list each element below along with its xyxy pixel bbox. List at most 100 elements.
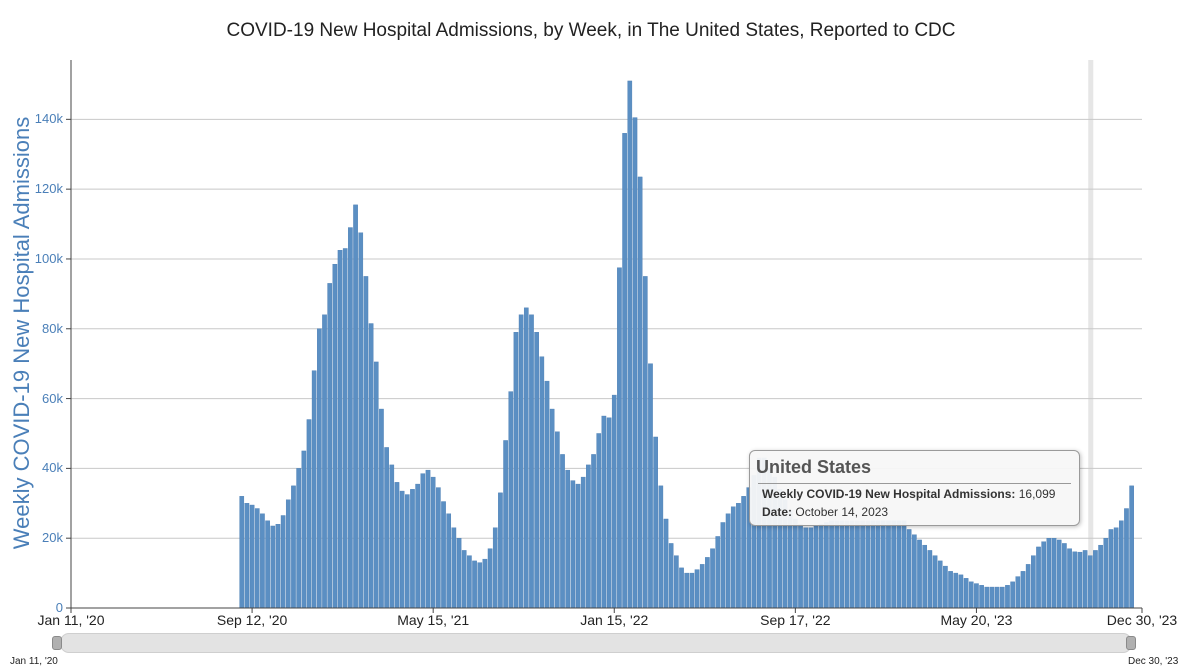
bar[interactable] [834,520,840,609]
bar[interactable] [1113,527,1119,609]
bar[interactable] [492,527,498,609]
bar[interactable] [451,527,457,609]
bar[interactable] [565,469,571,609]
bar[interactable] [958,574,964,609]
bar[interactable] [404,494,410,609]
bar[interactable] [989,586,995,609]
bar[interactable] [617,267,622,609]
bar[interactable] [725,513,731,609]
bar[interactable] [668,543,674,609]
range-slider-track[interactable] [60,633,1132,653]
bar[interactable] [275,524,281,609]
bar[interactable] [793,518,798,609]
bar[interactable] [508,391,514,609]
bar[interactable] [518,314,524,609]
range-slider-start-handle[interactable] [52,636,62,650]
bar[interactable] [399,490,405,609]
bar[interactable] [642,276,648,609]
bar[interactable] [875,520,881,609]
bar[interactable] [363,276,369,609]
bar[interactable] [1005,585,1010,609]
bar[interactable] [1051,537,1057,609]
bar[interactable] [699,564,705,609]
bar[interactable] [239,496,245,609]
bar[interactable] [1020,571,1026,609]
bar[interactable] [317,328,322,609]
bar[interactable] [663,518,669,609]
bar[interactable] [720,522,726,609]
bar[interactable] [327,283,333,609]
bar[interactable] [627,80,633,609]
bar[interactable] [570,480,576,609]
bar[interactable] [1093,550,1098,609]
bar[interactable] [265,520,270,609]
bar[interactable] [601,415,607,609]
bar[interactable] [684,572,690,609]
bar[interactable] [870,520,876,609]
bar[interactable] [461,550,467,609]
bar[interactable] [979,585,984,609]
bar[interactable] [523,307,529,609]
bar[interactable] [285,499,291,609]
bar[interactable] [322,314,327,609]
bar[interactable] [441,501,446,609]
bar[interactable] [912,534,917,609]
bar[interactable] [968,581,974,609]
bar[interactable] [467,555,472,609]
bar[interactable] [430,476,436,609]
bar[interactable] [555,431,560,609]
bar[interactable] [839,520,845,609]
bar[interactable] [482,558,488,609]
bar[interactable] [498,492,503,609]
bar[interactable] [974,583,979,609]
bar[interactable] [580,476,586,609]
bar[interactable] [891,520,896,609]
bar[interactable] [886,520,891,609]
bar[interactable] [844,520,850,609]
bar[interactable] [291,485,296,609]
bar[interactable] [306,419,312,609]
bar[interactable] [736,503,741,609]
bar[interactable] [715,536,721,609]
bar[interactable] [705,557,710,609]
bar[interactable] [1124,508,1129,609]
bar[interactable] [741,496,746,609]
range-slider-end-handle[interactable] [1126,636,1136,650]
bar[interactable] [249,504,255,609]
bar[interactable] [348,227,353,609]
bar[interactable] [611,394,617,609]
bar[interactable] [586,464,591,609]
bar[interactable] [280,515,286,609]
bar[interactable] [1072,551,1078,609]
bar[interactable] [1067,548,1072,609]
bar[interactable] [1010,581,1015,609]
bar[interactable] [694,569,700,609]
bar[interactable] [353,204,358,609]
bar[interactable] [653,436,658,609]
bar[interactable] [1082,550,1088,609]
bar[interactable] [932,555,938,609]
bar[interactable] [855,520,860,609]
bar[interactable] [544,380,550,609]
bar[interactable] [591,454,596,609]
bar[interactable] [513,332,519,609]
bar[interactable] [358,232,364,609]
bar[interactable] [342,248,348,609]
bar[interactable] [534,332,539,609]
bar[interactable] [575,483,581,609]
bar[interactable] [368,323,374,609]
bar[interactable] [436,487,441,609]
bar[interactable] [1046,537,1052,609]
bar[interactable] [487,548,493,609]
bar[interactable] [632,117,638,609]
bar[interactable] [679,567,684,609]
bar[interactable] [808,527,814,609]
bar[interactable] [865,520,871,609]
bar[interactable] [622,133,627,609]
bar[interactable] [689,572,695,609]
bar[interactable] [710,548,715,609]
bar[interactable] [984,586,990,609]
bar[interactable] [927,550,933,609]
bar[interactable] [824,522,829,609]
bar[interactable] [1118,520,1124,609]
